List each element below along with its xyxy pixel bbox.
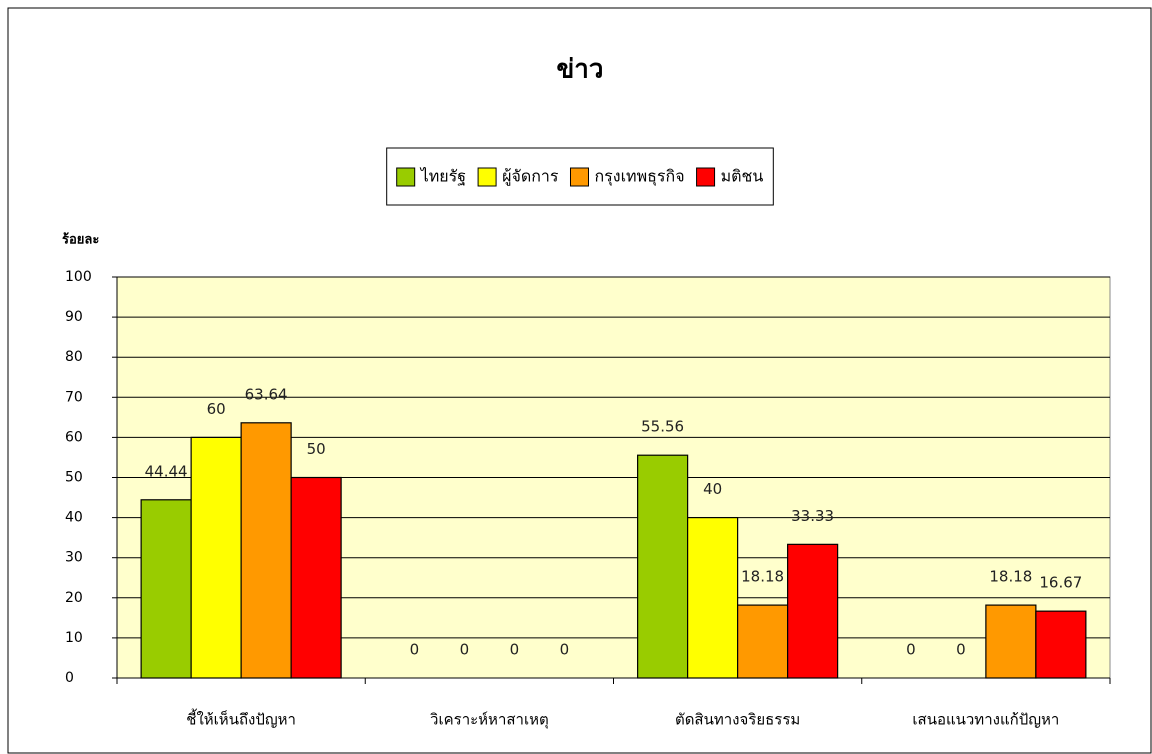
bar xyxy=(240,422,292,679)
bar xyxy=(140,499,192,679)
data-label: 63.64 xyxy=(245,385,288,403)
legend-label: มติชน xyxy=(721,167,764,186)
data-label: 60 xyxy=(207,400,226,418)
data-label: 44.44 xyxy=(145,462,188,480)
x-tick-label: เสนอแนวทางแก้ปัญหา xyxy=(912,711,1059,729)
bar xyxy=(637,454,689,679)
legend-swatch xyxy=(396,167,416,187)
y-tick-label: 100 xyxy=(65,269,92,285)
bar xyxy=(1035,610,1087,679)
y-tick-label: 50 xyxy=(65,470,83,486)
legend-swatch xyxy=(477,167,497,187)
legend-label: ไทยรัฐ xyxy=(419,167,466,186)
data-label: 0 xyxy=(460,641,470,659)
y-tick-label: 10 xyxy=(65,630,83,646)
data-label: 33.33 xyxy=(791,507,834,525)
y-tick-label: 20 xyxy=(65,590,83,606)
legend-label: กรุงเทพธุรกิจ xyxy=(594,167,684,187)
data-label: 18.18 xyxy=(989,568,1032,586)
x-tick-label: ตัดสินทางจริยธรรม xyxy=(675,711,800,729)
data-label: 0 xyxy=(956,641,966,659)
bar xyxy=(687,516,739,679)
y-tick-label: 40 xyxy=(65,510,83,526)
legend-label: ผู้จัดการ xyxy=(502,167,559,187)
data-label: 0 xyxy=(560,641,570,659)
x-tick-label: ชี้ให้เห็นถึงปัญหา xyxy=(186,709,296,729)
chart-title: ข่าว xyxy=(557,55,604,85)
y-axis-label: ร้อยละ xyxy=(62,232,99,248)
y-tick-label: 90 xyxy=(65,309,83,325)
data-label: 50 xyxy=(307,440,326,458)
y-tick-label: 70 xyxy=(65,389,83,405)
y-tick-label: 0 xyxy=(65,670,74,686)
y-tick-label: 60 xyxy=(65,429,83,445)
data-label: 0 xyxy=(906,641,916,659)
bar xyxy=(190,436,242,679)
bar xyxy=(290,476,342,679)
data-label: 16.67 xyxy=(1039,574,1082,592)
data-label: 0 xyxy=(410,641,420,659)
bar xyxy=(737,604,789,679)
x-tick-label: วิเคราะห์หาสาเหตุ xyxy=(429,711,548,730)
y-tick-label: 80 xyxy=(65,349,83,365)
bar xyxy=(985,604,1037,679)
bar xyxy=(787,543,839,679)
legend-swatch xyxy=(569,167,589,187)
data-label: 55.56 xyxy=(641,418,684,436)
data-label: 18.18 xyxy=(741,568,784,586)
y-tick-label: 30 xyxy=(65,550,83,566)
data-label: 40 xyxy=(703,480,722,498)
legend-swatch xyxy=(696,167,716,187)
data-label: 0 xyxy=(510,641,520,659)
